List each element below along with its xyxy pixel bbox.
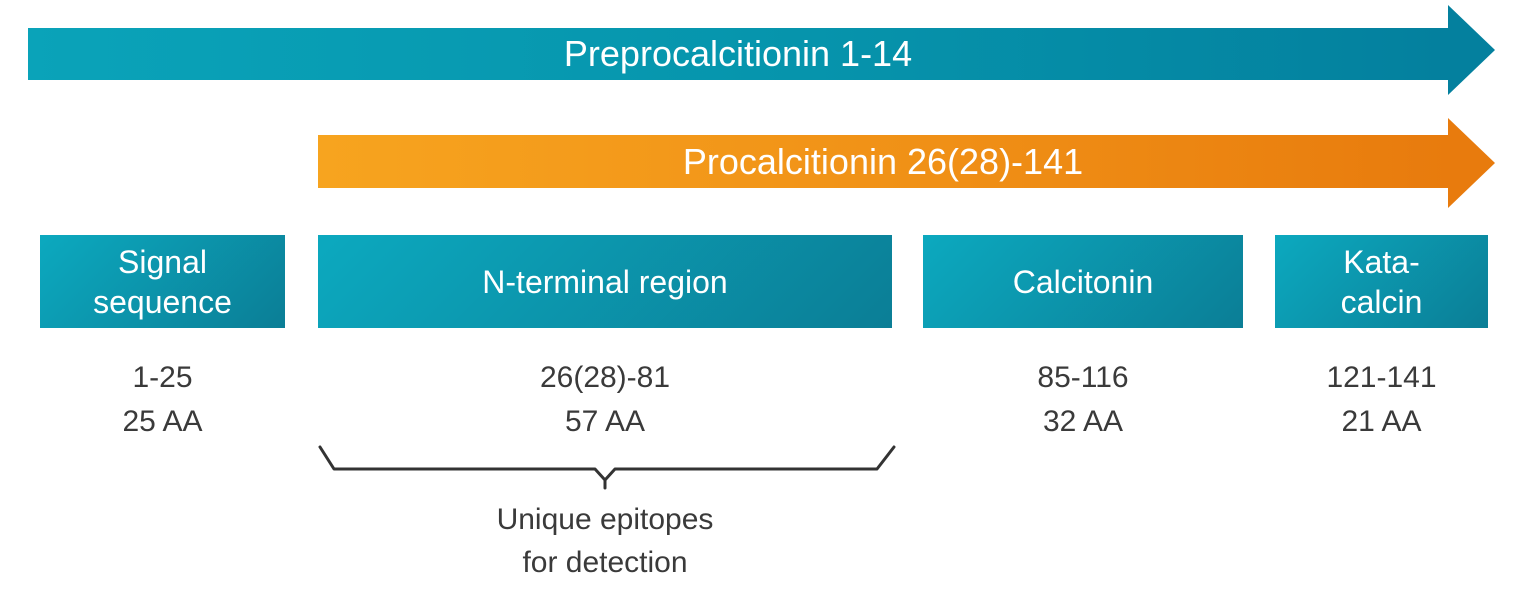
preprocalcitonin-arrow-label: Preprocalcitionin 1-14 bbox=[563, 33, 913, 74]
segment-range-calcitonin: 85-116 32 AA bbox=[923, 356, 1243, 444]
segment-label: Calcitonin bbox=[1012, 263, 1154, 300]
residue-range: 85-116 bbox=[1037, 361, 1129, 394]
aa-count: 32 AA bbox=[1042, 405, 1124, 438]
segment-label: N-terminal region bbox=[482, 263, 728, 300]
segment-box-katacalcin: Kata- calcin bbox=[1275, 235, 1488, 328]
residue-range: 26(28)-81 bbox=[539, 361, 671, 394]
underbrace-icon bbox=[318, 445, 896, 490]
segment-label: Kata- calcin bbox=[1340, 243, 1423, 320]
segment-range-n-terminal-region: 26(28)-81 57 AA bbox=[318, 356, 892, 444]
preprocalcitonin-arrowhead-icon bbox=[1448, 5, 1495, 95]
unique-epitopes-annotation: Unique epitopes for detection bbox=[318, 498, 892, 584]
segment-range-signal-sequence: 1-25 25 AA bbox=[40, 356, 285, 444]
procalcitonin-arrow: Procalcitionin 26(28)-141 bbox=[318, 135, 1448, 188]
segment-label: Signal sequence bbox=[93, 243, 232, 320]
aa-count: 21 AA bbox=[1341, 405, 1422, 438]
residue-range: 1-25 bbox=[132, 361, 193, 394]
annotation-line1: Unique epitopes bbox=[496, 503, 714, 536]
residue-range: 121-141 bbox=[1326, 361, 1437, 394]
procalcitonin-arrow-label: Procalcitionin 26(28)-141 bbox=[682, 140, 1084, 182]
segment-range-katacalcin: 121-141 21 AA bbox=[1275, 356, 1488, 444]
aa-count: 57 AA bbox=[564, 405, 646, 438]
annotation-line2: for detection bbox=[522, 546, 688, 579]
segment-box-n-terminal-region: N-terminal region bbox=[318, 235, 892, 328]
preprocalcitonin-arrow: Preprocalcitionin 1-14 bbox=[28, 28, 1448, 80]
segment-box-signal-sequence: Signal sequence bbox=[40, 235, 285, 328]
aa-count: 25 AA bbox=[122, 405, 203, 438]
segment-box-calcitonin: Calcitonin bbox=[923, 235, 1243, 328]
procalcitonin-arrowhead-icon bbox=[1448, 118, 1495, 208]
